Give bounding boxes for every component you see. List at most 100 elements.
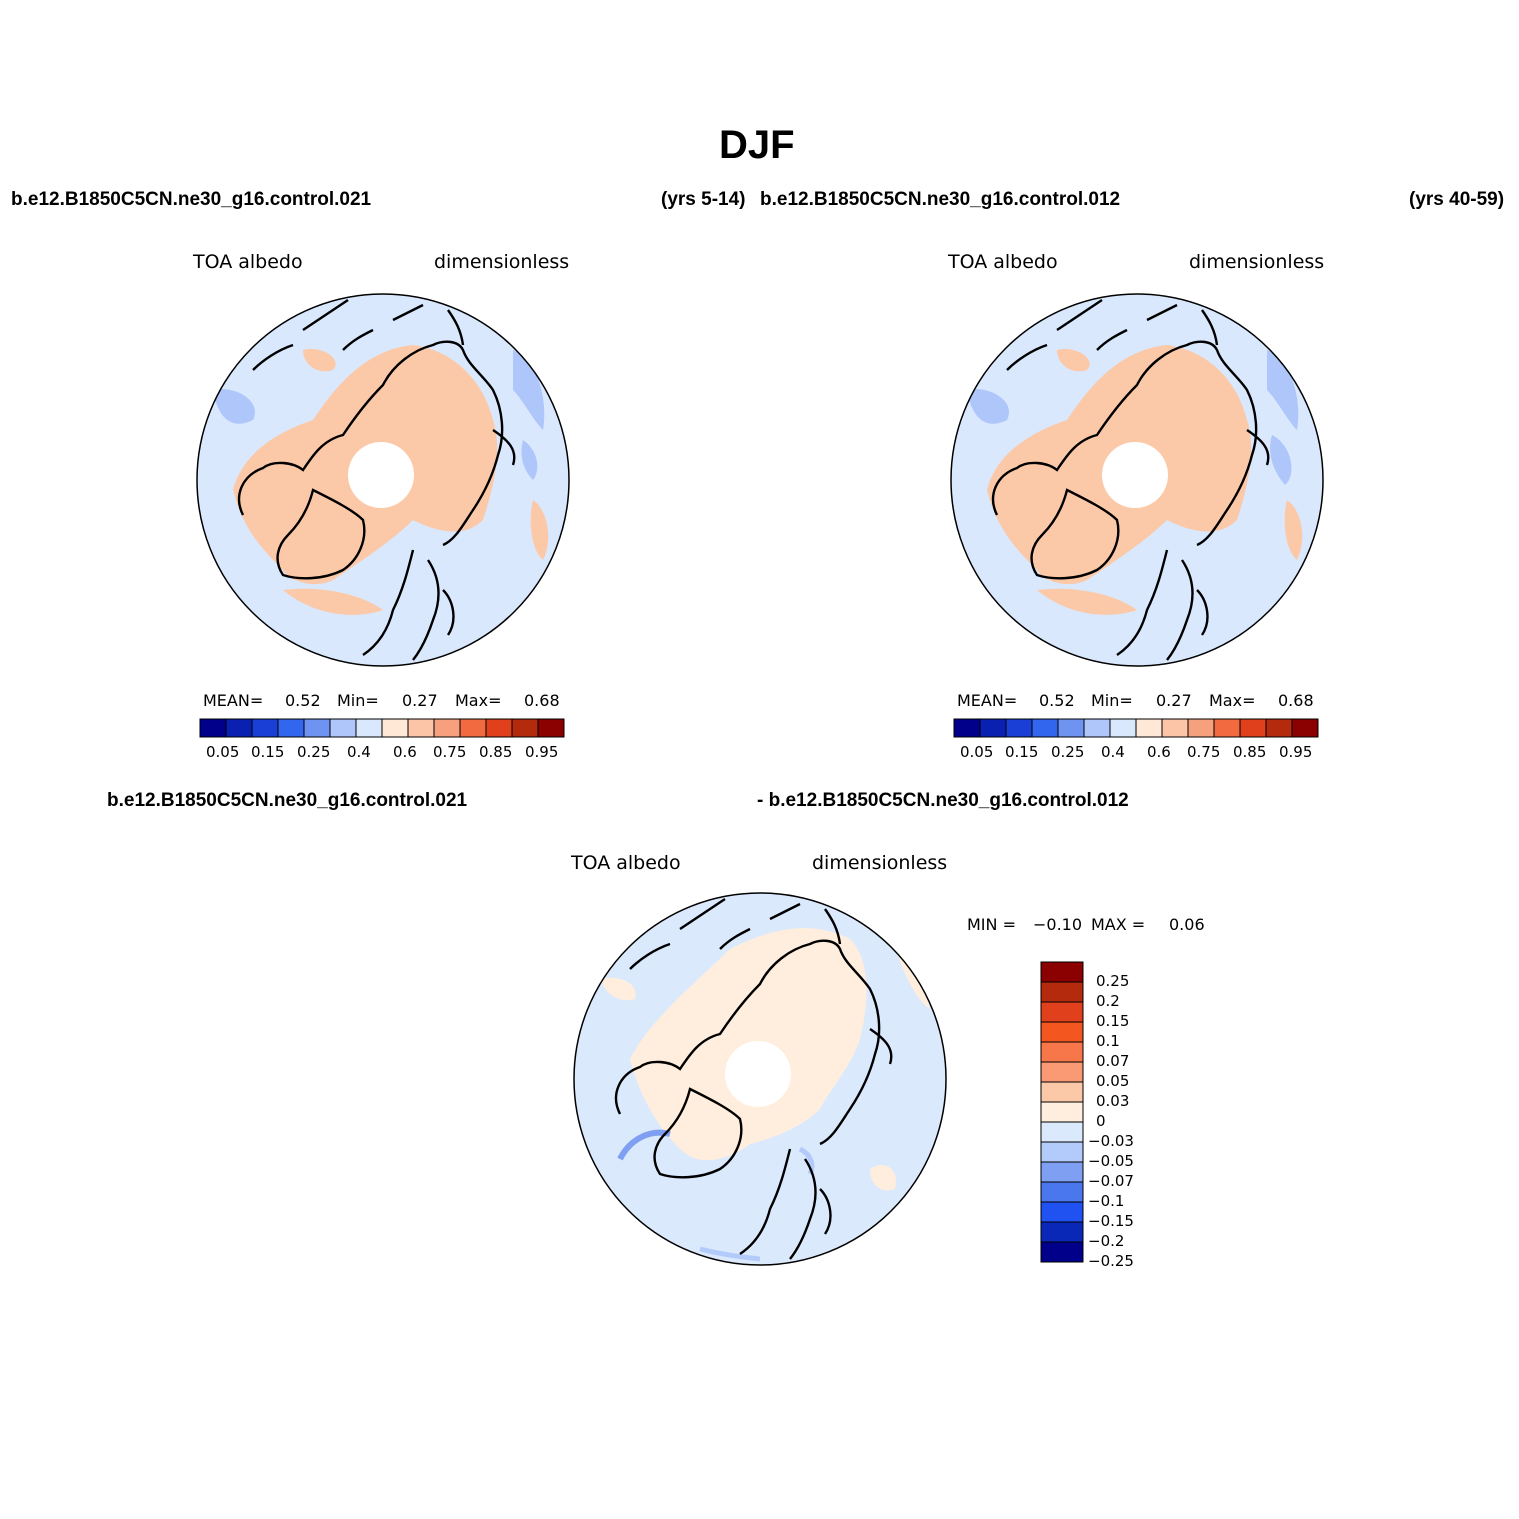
colorbar-swatch: [1040, 1201, 1084, 1223]
colorbar-swatch: [1057, 718, 1085, 738]
polar-gap: [348, 442, 414, 508]
coastline: [991, 299, 1270, 661]
positive-diff-field: [600, 977, 636, 1001]
colorbar-swatch: [1040, 1121, 1084, 1143]
panel3-max-label: MAX =: [1091, 915, 1146, 934]
panel2-min-value: 0.27: [1156, 691, 1192, 710]
colorbar-swatch: [1239, 718, 1267, 738]
panel1-min-label: Min=: [337, 691, 379, 710]
low-albedo-patch: [521, 440, 538, 480]
positive-diff-field: [870, 1165, 896, 1191]
colorbar-swatch: [1291, 718, 1319, 738]
panel3-tick-label: 0.2: [1096, 992, 1120, 1010]
colorbar-swatch: [329, 718, 357, 738]
colorbar-swatch: [1040, 1241, 1084, 1263]
panel2-max-label: Max=: [1209, 691, 1256, 710]
panel1-mean-label: MEAN=: [203, 691, 264, 710]
panel3-variable: TOA albedo: [571, 852, 681, 874]
top-right-case-label: b.e12.B1850C5CN.ne30_g16.control.012: [760, 189, 1121, 210]
colorbar-swatch: [303, 718, 331, 738]
panel3-min-value: −0.10: [1033, 915, 1083, 934]
bottom-case-b-label: - b.e12.B1850C5CN.ne30_g16.control.012: [757, 790, 1129, 811]
negative-diff-band: [699, 1246, 761, 1262]
colorbar-swatch: [1213, 718, 1241, 738]
top-right-years-label: (yrs 40-59): [1409, 189, 1505, 210]
colorbar-swatch: [1040, 961, 1084, 983]
panel3-tick-label: −0.25: [1088, 1252, 1134, 1270]
panel1-tick-label: 0.25: [297, 743, 331, 761]
colorbar-swatch: [1040, 1101, 1084, 1123]
panel2-mean-label: MEAN=: [957, 691, 1018, 710]
panel3-colorbar: [1040, 961, 1084, 1263]
panel2-tick-label: 0.25: [1051, 743, 1085, 761]
colorbar-swatch: [1109, 718, 1137, 738]
colorbar-swatch: [1040, 1081, 1084, 1103]
panel1-variable: TOA albedo: [193, 251, 303, 273]
top-left-case-label: b.e12.B1850C5CN.ne30_g16.control.021: [11, 189, 372, 210]
land-albedo-field: [283, 588, 383, 615]
panel1-tick-label: 0.15: [251, 743, 285, 761]
colorbar-swatch: [381, 718, 409, 738]
low-albedo-patch: [1270, 435, 1292, 485]
panel3-tick-label: 0.07: [1096, 1052, 1130, 1070]
colorbar-swatch: [1040, 1181, 1084, 1203]
panel1-colorbar: [199, 718, 565, 738]
colorbar-swatch: [953, 718, 981, 738]
colorbar-swatch: [251, 718, 279, 738]
panel1-tick-label: 0.6: [393, 743, 417, 761]
panel3-tick-label: 0.03: [1096, 1092, 1130, 1110]
panel1-tick-label: 0.95: [525, 743, 559, 761]
colorbar-swatch: [433, 718, 461, 738]
colorbar-swatch: [1040, 1061, 1084, 1083]
coastline: [237, 299, 516, 661]
panel3-tick-label: −0.1: [1088, 1192, 1125, 1210]
polar-gap: [725, 1041, 791, 1107]
land-albedo-field: [1057, 349, 1090, 372]
colorbar-swatch: [485, 718, 513, 738]
panel2-tick-label: 0.05: [960, 743, 994, 761]
panel1-max-label: Max=: [455, 691, 502, 710]
panel3-min-label: MIN =: [967, 915, 1016, 934]
panel3-tick-label: 0.1: [1096, 1032, 1120, 1050]
colorbar-swatch: [1040, 1021, 1084, 1043]
polar-gap: [1102, 442, 1168, 508]
panel2-min-label: Min=: [1091, 691, 1133, 710]
colorbar-swatch: [1040, 1001, 1084, 1023]
colorbar-swatch: [979, 718, 1007, 738]
top-left-years-label: (yrs 5-14): [661, 189, 746, 210]
panel3-tick-label: −0.15: [1088, 1212, 1134, 1230]
low-albedo-patch: [513, 350, 545, 430]
low-albedo-patch: [213, 389, 255, 424]
panel3-tick-label: 0.15: [1096, 1012, 1130, 1030]
panel1-tick-label: 0.85: [479, 743, 513, 761]
colorbar-swatch: [355, 718, 383, 738]
colorbar-swatch: [1005, 718, 1033, 738]
panel2-mean-value: 0.52: [1039, 691, 1075, 710]
colorbar-swatch: [1040, 1221, 1084, 1243]
colorbar-swatch: [1040, 981, 1084, 1003]
coastline: [614, 898, 893, 1260]
colorbar-swatch: [1187, 718, 1215, 738]
panel3-units: dimensionless: [812, 852, 948, 874]
land-albedo-field: [1284, 500, 1303, 560]
panel2-tick-label: 0.15: [1005, 743, 1039, 761]
panel1-tick-label: 0.05: [206, 743, 240, 761]
panel3-tick-label: 0.05: [1096, 1072, 1130, 1090]
colorbar-swatch: [511, 718, 539, 738]
panel1-min-value: 0.27: [402, 691, 438, 710]
panel2-tick-label: 0.75: [1187, 743, 1221, 761]
panel2-tick-label: 0.6: [1147, 743, 1171, 761]
panel2-tick-label: 0.95: [1279, 743, 1313, 761]
panel3-tick-label: −0.2: [1088, 1232, 1125, 1250]
panel2-max-value: 0.68: [1278, 691, 1314, 710]
land-albedo-field: [303, 349, 336, 372]
panel3-tick-label: −0.03: [1088, 1132, 1134, 1150]
panel1-max-value: 0.68: [524, 691, 560, 710]
panel1-tick-label: 0.75: [433, 743, 467, 761]
low-albedo-patch: [967, 389, 1009, 424]
panel3-tick-label: −0.05: [1088, 1152, 1134, 1170]
panel2-variable: TOA albedo: [948, 251, 1058, 273]
panel3-tick-label: 0.25: [1096, 972, 1130, 990]
colorbar-swatch: [537, 718, 565, 738]
colorbar-swatch: [459, 718, 487, 738]
